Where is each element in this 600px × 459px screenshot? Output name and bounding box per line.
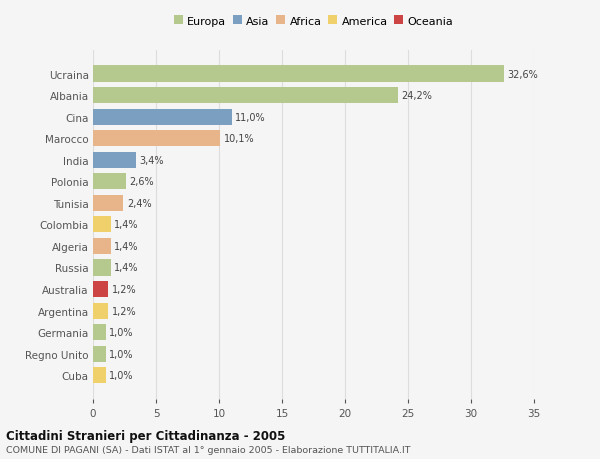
Text: 11,0%: 11,0% xyxy=(235,112,266,123)
Bar xyxy=(93,131,220,147)
Bar xyxy=(93,281,108,297)
Text: 10,1%: 10,1% xyxy=(224,134,254,144)
Text: COMUNE DI PAGANI (SA) - Dati ISTAT al 1° gennaio 2005 - Elaborazione TUTTITALIA.: COMUNE DI PAGANI (SA) - Dati ISTAT al 1°… xyxy=(6,445,410,454)
Text: 2,4%: 2,4% xyxy=(127,198,152,208)
Legend: Europa, Asia, Africa, America, Oceania: Europa, Asia, Africa, America, Oceania xyxy=(172,14,455,29)
Bar xyxy=(93,303,108,319)
Text: Cittadini Stranieri per Cittadinanza - 2005: Cittadini Stranieri per Cittadinanza - 2… xyxy=(6,429,286,442)
Text: 32,6%: 32,6% xyxy=(508,69,538,79)
Text: 1,2%: 1,2% xyxy=(112,285,137,294)
Bar xyxy=(93,109,232,125)
Bar xyxy=(93,67,504,83)
Bar xyxy=(93,325,106,341)
Bar xyxy=(93,217,110,233)
Bar xyxy=(93,88,398,104)
Text: 1,4%: 1,4% xyxy=(115,220,139,230)
Text: 24,2%: 24,2% xyxy=(402,91,433,101)
Text: 1,0%: 1,0% xyxy=(109,370,134,381)
Bar xyxy=(93,238,110,254)
Bar xyxy=(93,196,123,212)
Text: 1,4%: 1,4% xyxy=(115,263,139,273)
Bar xyxy=(93,260,110,276)
Bar xyxy=(93,174,126,190)
Text: 2,6%: 2,6% xyxy=(130,177,154,187)
Bar xyxy=(93,152,136,168)
Bar xyxy=(93,346,106,362)
Bar xyxy=(93,367,106,383)
Text: 1,4%: 1,4% xyxy=(115,241,139,252)
Text: 1,2%: 1,2% xyxy=(112,306,137,316)
Text: 3,4%: 3,4% xyxy=(140,156,164,165)
Text: 1,0%: 1,0% xyxy=(109,327,134,337)
Text: 1,0%: 1,0% xyxy=(109,349,134,359)
